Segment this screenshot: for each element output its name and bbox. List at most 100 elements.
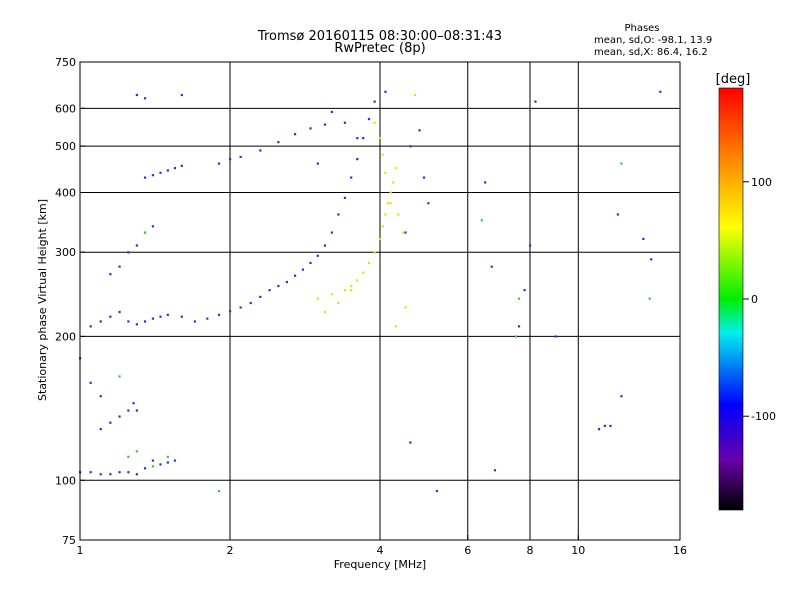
data-point [206,317,209,320]
data-point [239,306,242,309]
data-point [379,137,382,140]
data-point [404,231,407,234]
data-point [435,489,438,493]
y-axis-label: Stationary phase Virtual Height [km] [36,199,49,401]
data-point [409,441,412,444]
chart-subtitle: RwPretec (8p) [334,41,425,56]
colorbar: [deg] 100 0 -100 [716,72,776,511]
data-point [616,213,619,216]
data-point [381,153,384,156]
data-point [343,121,347,124]
data-point [109,473,112,476]
data-point [603,424,606,428]
data-point [362,137,365,140]
data-point [109,315,112,318]
data-point [373,251,376,254]
data-point [193,320,197,323]
x-axis-label: Frequency [MHz] [334,558,426,571]
data-point [379,237,382,241]
data-point [109,421,112,424]
data-point [180,164,183,167]
data-point [413,93,417,97]
data-point [356,158,359,161]
data-point [127,409,130,412]
data-point [151,317,155,320]
data-point [422,176,426,179]
data-point [397,213,400,216]
data-point [490,265,493,268]
data-point [293,133,297,136]
data-point [427,202,430,205]
data-point [151,225,155,228]
data-point [99,320,102,323]
data-point [277,141,280,144]
y-tick-label: 75 [62,534,76,547]
data-point [143,467,147,470]
grid [80,62,680,540]
data-point [659,90,662,93]
data-point [151,174,155,177]
data-point [180,93,183,97]
data-point [180,315,183,318]
y-tick-label: 200 [55,330,76,343]
data-point [394,167,397,170]
data-point [135,409,138,412]
colorbar-ticks: 100 0 -100 [743,176,776,423]
data-point [89,471,92,474]
colorbar-scale [718,87,744,511]
y-tick-label: 750 [55,56,76,69]
data-point [404,306,407,309]
data-point [350,176,353,179]
data-point [350,289,353,292]
y-tick-label: 500 [55,140,76,153]
data-point [409,145,412,148]
data-point [330,293,333,296]
data-point [217,313,221,316]
data-point [343,196,347,199]
x-tick-label: 16 [673,544,687,557]
data-point [109,273,112,276]
data-point [484,181,487,184]
data-point [143,320,147,323]
data-point [386,202,390,205]
data-point [166,461,169,464]
data-point [309,127,312,130]
data-point [493,469,497,472]
data-point [529,244,532,247]
colorbar-tick-label: -100 [751,410,776,423]
data-point [127,471,130,474]
data-point [650,258,653,261]
data-point [642,237,645,241]
data-point [118,415,121,418]
data-point [217,162,221,165]
data-point [517,325,521,328]
data-point [132,402,135,405]
y-tick-label: 100 [55,474,76,487]
data-point [285,280,288,284]
data-point [277,284,280,288]
data-point [337,301,340,305]
y-axis-ticks: 75 100 200 300 400 500 600 750 [55,56,85,547]
data-point [323,310,327,314]
data-point [135,323,138,326]
data-point [301,268,305,271]
data-point [367,261,371,265]
data-point [173,459,177,462]
data-point [323,244,327,247]
data-point [330,110,333,114]
data-point [159,463,162,466]
data-point [402,231,405,234]
phases-line-x: mean, sd,X: 86.4, 16.2 [594,47,708,58]
data-point [166,313,169,316]
x-tick-label: 2 [227,544,234,557]
data-point [118,310,121,314]
data-point [480,219,483,222]
data-point [316,297,319,300]
data-point [316,254,319,257]
data-point [99,473,102,476]
data-point [118,265,121,268]
data-point [309,261,312,265]
data-point [143,231,147,234]
data-point [418,129,421,132]
data-point [143,176,147,179]
